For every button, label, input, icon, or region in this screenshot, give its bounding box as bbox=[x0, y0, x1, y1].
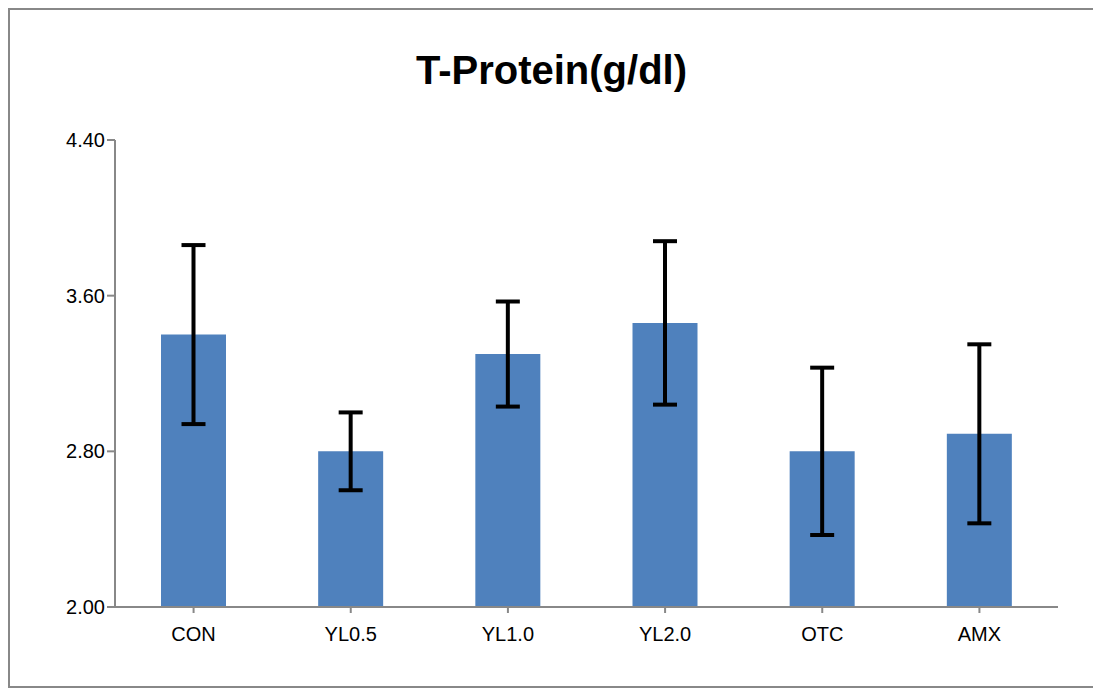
svg-text:2.00: 2.00 bbox=[66, 596, 105, 618]
svg-text:CON: CON bbox=[171, 623, 215, 645]
svg-text:YL1.0: YL1.0 bbox=[482, 623, 534, 645]
svg-text:YL2.0: YL2.0 bbox=[639, 623, 691, 645]
svg-text:OTC: OTC bbox=[801, 623, 843, 645]
svg-text:3.60: 3.60 bbox=[66, 285, 105, 307]
svg-text:AMX: AMX bbox=[958, 623, 1001, 645]
svg-text:2.80: 2.80 bbox=[66, 440, 105, 462]
svg-text:4.40: 4.40 bbox=[66, 129, 105, 151]
html-text:T-Protein(g/dl): T-Protein(g/dl) bbox=[416, 48, 687, 92]
svg-text:YL0.5: YL0.5 bbox=[325, 623, 377, 645]
